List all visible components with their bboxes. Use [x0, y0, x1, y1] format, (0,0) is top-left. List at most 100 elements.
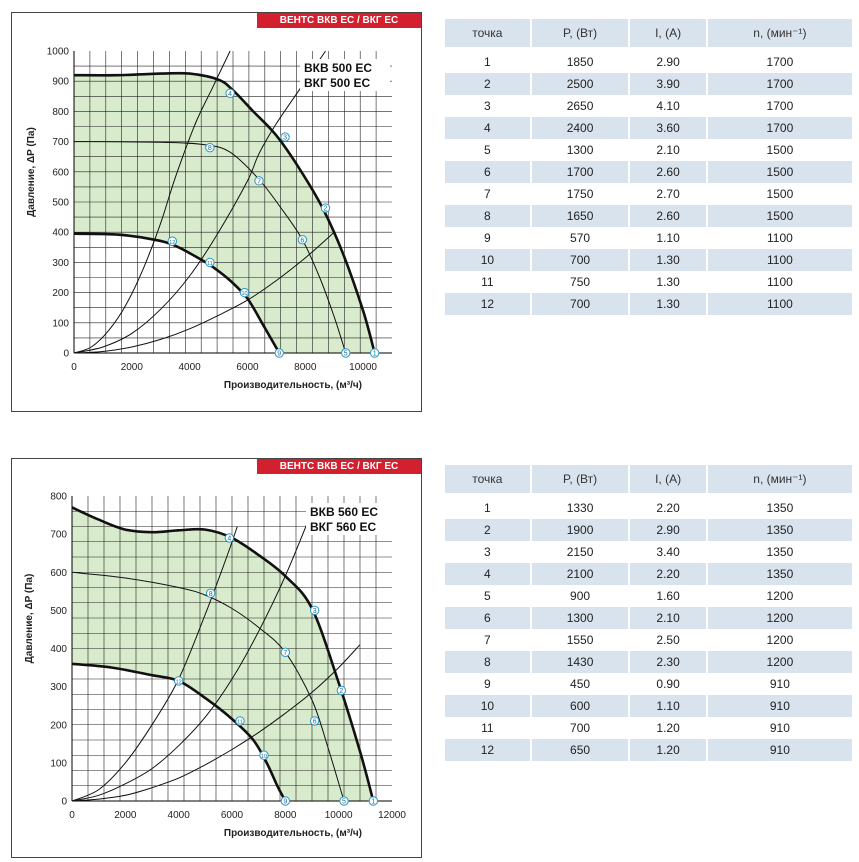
table-cell: 1100 — [705, 227, 852, 249]
table-cell: 1700 — [705, 117, 852, 139]
model-name: ВКВ 500 ЕС — [304, 61, 372, 75]
operating-point-marker — [336, 685, 347, 696]
mid-speed-curve — [71, 571, 345, 802]
operating-point-label: 2 — [339, 688, 343, 695]
operating-point-label: 9 — [277, 351, 281, 358]
y-tick-label: 700 — [52, 137, 69, 148]
table-cell: 2400 — [529, 117, 630, 139]
model-name: ВКГ 560 ЕС — [310, 520, 376, 534]
y-tick-label: 100 — [50, 758, 67, 769]
table-cell: 8 — [445, 205, 531, 227]
table-cell: 1500 — [705, 139, 852, 161]
table-cell: 1.20 — [628, 717, 707, 739]
table-row: 4 2100 2.20 1350 — [445, 563, 852, 585]
y-tick-label: 500 — [50, 606, 67, 617]
y-tick-label: 0 — [63, 349, 69, 360]
x-tick-label: 10000 — [349, 362, 377, 373]
working-area — [74, 73, 375, 354]
table-row: 8 1430 2.30 1200 — [445, 651, 852, 673]
table-row: 5 1300 2.10 1500 — [445, 139, 852, 161]
table-cell: 2.10 — [628, 139, 707, 161]
y-axis-label: Давление, ΔP (Па) — [24, 574, 35, 664]
table-cell: 10 — [445, 249, 531, 271]
column-header: точка — [445, 19, 531, 47]
table-cell: 700 — [529, 293, 630, 315]
table-cell: 1300 — [529, 607, 630, 629]
operating-point-marker — [274, 348, 284, 358]
table-cell: 8 — [445, 651, 531, 673]
operating-point-marker — [167, 236, 177, 246]
operating-point-label: 12 — [169, 240, 175, 246]
table-cell: 1430 — [529, 651, 630, 673]
operating-point-label: 2 — [324, 206, 328, 213]
spacer-cell — [445, 493, 852, 497]
table-cell: 1.10 — [628, 227, 707, 249]
table-cell: 1850 — [529, 51, 630, 73]
x-tick-label: 2000 — [121, 362, 144, 373]
table-cell: 2.20 — [628, 497, 707, 519]
y-tick-label: 700 — [50, 530, 67, 541]
x-tick-label: 0 — [71, 362, 77, 373]
table-cell: 1200 — [705, 651, 852, 673]
operating-point-marker — [280, 796, 291, 806]
table-row: 6 1300 2.10 1200 — [445, 607, 852, 629]
spacer-row — [445, 47, 852, 51]
table-cell: 1350 — [705, 541, 852, 563]
table-cell: 2.10 — [628, 607, 707, 629]
table-cell: 600 — [529, 695, 630, 717]
table-cell: 1.30 — [628, 249, 707, 271]
table-cell: 1330 — [529, 497, 630, 519]
table-cell: 7 — [484, 187, 491, 201]
table-row: 9 450 0.90 910 — [445, 673, 852, 695]
y-tick-label: 100 — [52, 318, 69, 329]
spacer-row — [445, 493, 852, 497]
table-cell: 1500 — [705, 161, 852, 183]
table-row: 4 2400 3.60 1700 — [445, 117, 852, 139]
operating-point-label: 7 — [257, 178, 261, 185]
operating-points-table-500: точка P, (Вт) I, (А) n, (мин⁻¹) 1 1850 2.90 170… — [445, 19, 852, 315]
table-cell: 7 — [484, 633, 491, 647]
column-header: точка — [445, 465, 531, 493]
table-cell: 6 — [445, 161, 531, 183]
table-cell: 2.90 — [628, 51, 707, 73]
operating-point-marker — [259, 750, 269, 760]
table-cell: 900 — [529, 585, 630, 607]
operating-point-label: 3 — [313, 608, 317, 615]
table-cell: 1350 — [705, 497, 852, 519]
x-tick-label: 10000 — [325, 810, 353, 821]
table-cell: 2 — [445, 73, 531, 95]
model-label-box — [300, 59, 390, 91]
table-cell: 1550 — [529, 629, 630, 651]
y-tick-label: 200 — [50, 720, 67, 731]
operating-point-marker — [173, 676, 184, 686]
working-area — [72, 507, 374, 801]
table-cell: 1700 — [705, 51, 852, 73]
y-tick-label: 600 — [50, 568, 67, 579]
table-row: 9 570 1.10 1100 — [445, 227, 852, 249]
column-header: n, (мин⁻¹) — [705, 465, 852, 493]
table-cell: 9 — [484, 677, 491, 691]
table-cell: 3 — [484, 99, 491, 113]
series-badge: ВЕНТС ВКВ ЕС / ВКГ ЕС — [257, 13, 421, 28]
fan-performance-chart-560: 0 2000 4000 6000 8000 10000 12000 0 100 200 300 400… — [24, 492, 406, 840]
operating-point-marker — [224, 533, 235, 543]
table-row: 12 650 1.20 910 — [445, 739, 852, 761]
y-tick-label: 1000 — [47, 47, 70, 58]
table-cell: 1200 — [705, 585, 852, 607]
table-cell: 5 — [484, 589, 491, 603]
table-cell: 1350 — [705, 519, 852, 541]
table-row: 2 1900 2.90 1350 — [445, 519, 852, 541]
table-cell: 2650 — [529, 95, 630, 117]
table-row: 7 1550 2.50 1200 — [445, 629, 852, 651]
table-header-row: точка P, (Вт) I, (А) n, (мин⁻¹) — [445, 19, 852, 47]
table-cell: 0.90 — [628, 673, 707, 695]
table-cell: 6 — [445, 607, 531, 629]
table-cell: 12 — [445, 293, 531, 315]
y-tick-label: 300 — [52, 258, 69, 269]
table-row: 2 2500 3.90 1700 — [445, 73, 852, 95]
table-row: 11 700 1.20 910 — [445, 717, 852, 739]
table-cell: 3.60 — [628, 117, 707, 139]
operating-point-label: 6 — [300, 237, 304, 244]
table-cell: 12 — [445, 739, 531, 761]
x-tick-label: 0 — [69, 810, 75, 821]
